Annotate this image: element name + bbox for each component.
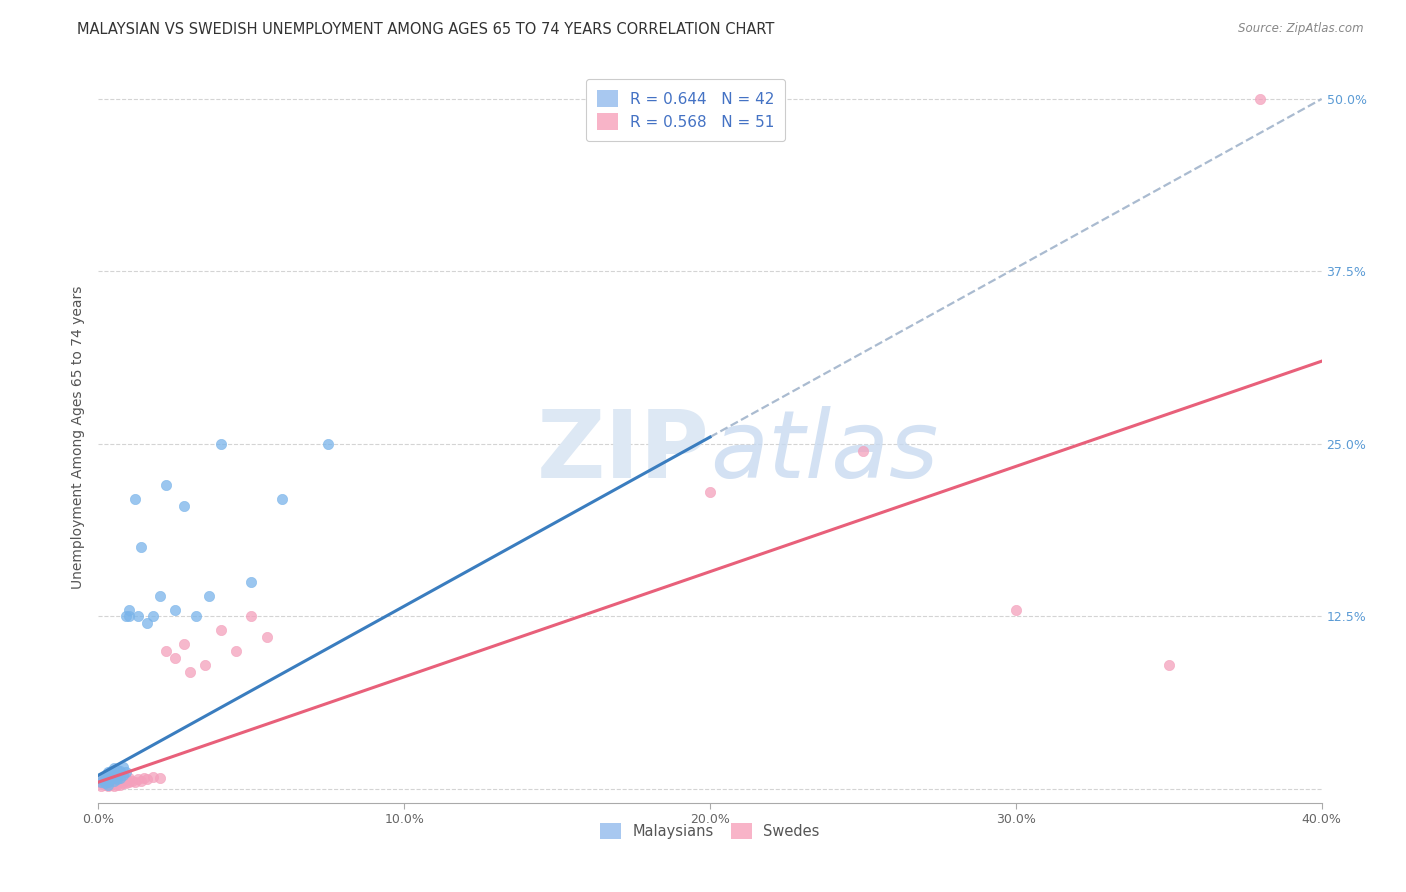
Point: [1249, 92, 1271, 106]
Point: [100, 772, 122, 787]
Point: [103, 776, 125, 790]
Point: [97, 765, 120, 780]
Point: [155, 644, 177, 658]
Point: [93, 771, 115, 785]
Point: [115, 765, 138, 780]
Point: [97, 775, 120, 789]
Point: [100, 775, 122, 789]
Point: [90, 776, 112, 790]
Point: [699, 485, 721, 500]
Point: [90, 779, 112, 793]
Point: [129, 773, 152, 788]
Point: [108, 773, 131, 788]
Point: [93, 776, 115, 790]
Point: [97, 779, 120, 793]
Point: [111, 772, 134, 787]
Point: [115, 772, 138, 787]
Point: [103, 767, 125, 781]
Point: [142, 609, 165, 624]
Point: [105, 771, 128, 785]
Point: [118, 771, 141, 785]
Point: [136, 616, 159, 631]
Point: [118, 609, 141, 624]
Point: [115, 776, 138, 790]
Text: Source: ZipAtlas.com: Source: ZipAtlas.com: [1239, 22, 1364, 36]
Point: [90, 772, 112, 787]
Point: [149, 771, 172, 785]
Point: [105, 770, 128, 784]
Point: [90, 773, 112, 788]
Text: atlas: atlas: [710, 406, 938, 497]
Point: [134, 771, 156, 785]
Point: [93, 775, 115, 789]
Point: [108, 764, 131, 778]
Point: [97, 778, 120, 792]
Point: [103, 771, 125, 785]
Text: MALAYSIAN VS SWEDISH UNEMPLOYMENT AMONG AGES 65 TO 74 YEARS CORRELATION CHART: MALAYSIAN VS SWEDISH UNEMPLOYMENT AMONG …: [77, 22, 775, 37]
Point: [103, 761, 125, 775]
Legend: Malaysians, Swedes: Malaysians, Swedes: [593, 815, 827, 847]
Text: ZIP: ZIP: [537, 406, 710, 498]
Point: [142, 770, 165, 784]
Point: [93, 773, 115, 788]
Point: [186, 609, 208, 624]
Y-axis label: Unemployment Among Ages 65 to 74 years: Unemployment Among Ages 65 to 74 years: [70, 285, 84, 589]
Point: [100, 778, 122, 792]
Point: [111, 768, 134, 782]
Point: [121, 773, 143, 788]
Point: [97, 773, 120, 788]
Point: [111, 760, 134, 774]
Point: [105, 778, 128, 792]
Point: [127, 609, 149, 624]
Point: [179, 665, 201, 679]
Point: [93, 772, 115, 787]
Point: [270, 492, 292, 507]
Point: [124, 492, 146, 507]
Point: [100, 764, 122, 778]
Point: [118, 602, 141, 616]
Point: [124, 775, 146, 789]
Point: [209, 437, 232, 451]
Point: [97, 771, 120, 785]
Point: [115, 609, 138, 624]
Point: [100, 772, 122, 787]
Point: [108, 778, 131, 792]
Point: [105, 772, 128, 787]
Point: [194, 657, 217, 672]
Point: [155, 478, 177, 492]
Point: [209, 624, 232, 638]
Point: [1004, 602, 1026, 616]
Point: [118, 775, 141, 789]
Point: [173, 637, 195, 651]
Point: [127, 772, 149, 787]
Point: [103, 773, 125, 788]
Point: [149, 589, 172, 603]
Point: [240, 574, 263, 589]
Point: [256, 630, 278, 644]
Point: [852, 443, 875, 458]
Point: [108, 771, 131, 785]
Point: [163, 602, 186, 616]
Point: [97, 770, 120, 784]
Point: [316, 437, 339, 451]
Point: [111, 776, 134, 790]
Point: [105, 775, 128, 789]
Point: [225, 644, 247, 658]
Point: [90, 775, 112, 789]
Point: [103, 779, 125, 793]
Point: [108, 770, 131, 784]
Point: [240, 609, 263, 624]
Point: [97, 776, 120, 790]
Point: [105, 763, 128, 777]
Point: [163, 651, 186, 665]
Point: [1157, 657, 1180, 672]
Point: [93, 778, 115, 792]
Point: [129, 541, 152, 555]
Point: [136, 772, 159, 787]
Point: [103, 770, 125, 784]
Point: [197, 589, 219, 603]
Point: [173, 499, 195, 513]
Point: [103, 773, 125, 788]
Point: [100, 768, 122, 782]
